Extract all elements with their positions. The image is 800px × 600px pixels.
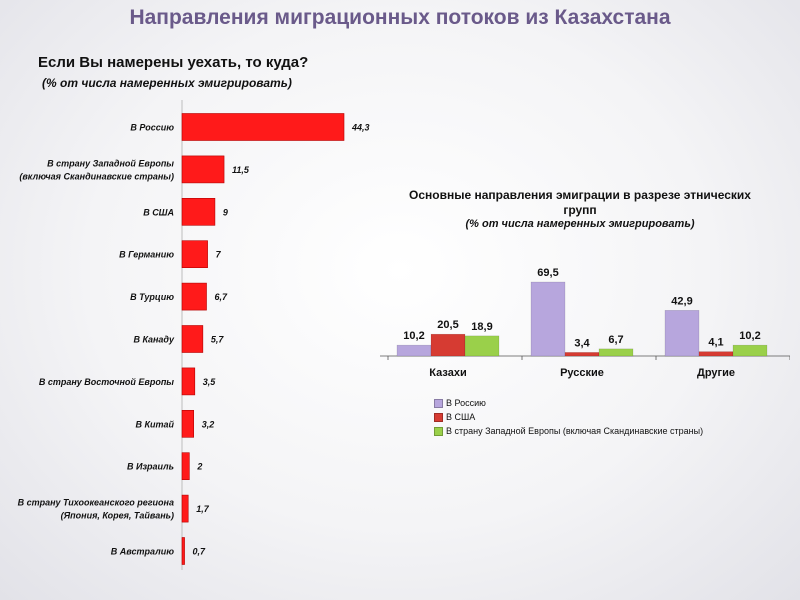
ethnic-bar-value-label: 42,9 [671, 295, 692, 307]
ethnic-groups-bar-chart: 10,2 20,5 18,9 Казахи 69,5 3,4 6,7 Русские 42,9 4… [380, 267, 790, 379]
ethnic-bar [464, 335, 500, 357]
ethnic-bar-value-label: 18,9 [471, 321, 492, 333]
ethnic-bar-value-label: 20,5 [437, 319, 458, 331]
destination-value-label: 3,5 [203, 377, 217, 387]
ethnic-bar-value-label: 6,7 [608, 334, 623, 346]
ethnic-bar-value-label: 3,4 [574, 337, 590, 349]
destination-bar [181, 282, 207, 311]
destination-category-label: В США [143, 207, 174, 217]
legend-item-usa: В США [434, 410, 703, 424]
ethnic-bar [698, 351, 734, 357]
destination-bar [181, 198, 216, 226]
destination-bar [181, 367, 196, 396]
destination-value-label: 7 [216, 250, 222, 260]
destination-value-label: 3,2 [202, 419, 215, 429]
ethnic-bar [396, 344, 432, 357]
destinations-bar-chart: 44,3 В Россию 11,5 В страну Западной Европы… [18, 100, 370, 570]
destination-bar [181, 113, 345, 141]
ethnic-chart-legend: В Россию В США В страну Западной Европы … [434, 396, 703, 438]
ethnic-category-label: Казахи [429, 367, 466, 379]
destination-value-label: 9 [223, 207, 228, 217]
ethnic-chart-title: Основные направления эмиграции в разрезе… [409, 188, 751, 217]
ethnic-bar-value-label: 69,5 [537, 267, 558, 279]
ethnic-bar [530, 281, 566, 357]
destination-bar [181, 155, 225, 184]
destinations-chart-title: Если Вы намерены уехать, то куда? [38, 54, 309, 71]
destination-value-label: 0,7 [193, 547, 207, 557]
destination-category-label: В Турцию [130, 292, 174, 302]
destination-category-label: В Россию [130, 123, 174, 133]
destination-category-label: В Китай [135, 419, 174, 429]
destination-bar [181, 494, 189, 523]
destination-value-label: 11,5 [232, 165, 250, 175]
legend-swatch-russia [434, 398, 443, 408]
ethnic-bar-value-label: 10,2 [739, 330, 760, 342]
legend-item-western-europe: В страну Западной Европы (включая Сканди… [434, 424, 703, 438]
legend-label-russia: В Россию [446, 398, 486, 408]
ethnic-bar [732, 344, 768, 357]
destination-category-label: В Германию [119, 250, 174, 260]
destination-value-label: 2 [196, 462, 202, 472]
destination-bar [181, 537, 185, 565]
ethnic-chart-subtitle: (% от числа намеренных эмигрировать) [465, 218, 695, 230]
destination-bar [181, 240, 208, 268]
destinations-chart-subtitle: (% от числа намеренных эмигрировать) [42, 76, 292, 90]
ethnic-category-label: Русские [560, 367, 604, 379]
destination-category-label: (Япония, Корея, Тайвань) [61, 511, 174, 521]
ethnic-bar [430, 333, 466, 357]
destination-bar [181, 325, 204, 353]
destination-category-label: (включая Скандинавские страны) [19, 171, 174, 181]
legend-swatch-western-europe [434, 426, 443, 436]
destination-category-label: В страну Западной Европы [47, 158, 174, 168]
destination-category-label: В Австралию [111, 547, 174, 557]
ethnic-bar [664, 310, 700, 357]
ethnic-bar [564, 352, 600, 357]
destination-value-label: 6,7 [215, 292, 229, 302]
destination-bar [181, 409, 195, 438]
ethnic-category-label: Другие [697, 367, 735, 379]
destination-value-label: 5,7 [211, 335, 225, 345]
destination-category-label: В страну Восточной Европы [39, 377, 174, 387]
ethnic-bar-value-label: 10,2 [403, 330, 424, 342]
destination-bar [181, 452, 190, 481]
slide-title: Направления миграционных потоков из Каза… [129, 6, 671, 29]
destination-category-label: В Израиль [127, 462, 174, 472]
legend-label-usa: В США [446, 412, 476, 422]
destination-value-label: 1,7 [196, 504, 210, 514]
ethnic-bar [598, 348, 634, 357]
legend-label-western-europe: В страну Западной Европы (включая Сканди… [446, 426, 704, 436]
destination-category-label: В страну Тихоокеанского региона [18, 498, 174, 508]
destination-category-label: В Канаду [133, 335, 175, 345]
legend-swatch-usa [434, 412, 443, 422]
destination-value-label: 44,3 [351, 123, 370, 133]
legend-item-russia: В Россию [434, 396, 703, 410]
ethnic-bar-value-label: 4,1 [708, 337, 723, 349]
